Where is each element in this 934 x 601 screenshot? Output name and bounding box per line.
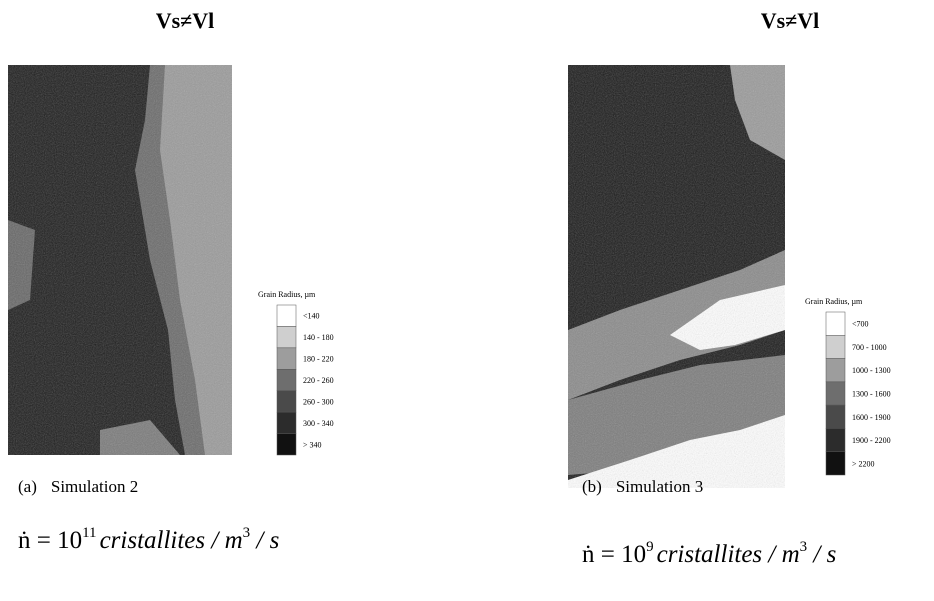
formula-lead: ṅ = 10 [18, 527, 82, 554]
caption-label: (b) [582, 477, 602, 496]
legend-swatch [825, 335, 846, 359]
legend-label: 1000 - 1300 [852, 366, 891, 375]
legend-swatch [276, 411, 297, 434]
caption: (b) Simulation 3 [582, 477, 703, 496]
caption: (a) Simulation 2 [18, 477, 138, 496]
formula: ṅ = 1011 cristallites / m3 / s [18, 525, 279, 554]
legend-label: 220 - 260 [303, 376, 334, 385]
caption-label: (a) [18, 477, 37, 496]
formula-body: cristallites / m [100, 527, 243, 554]
legend-swatch [825, 451, 846, 476]
legend-label: 260 - 300 [303, 397, 334, 406]
formula-exponent: 3 [800, 539, 808, 555]
legend-swatch [825, 358, 846, 383]
legend-label: <700 [852, 320, 869, 329]
legend-title: Grain Radius, µm [805, 297, 863, 306]
legend-label: > 2200 [852, 459, 875, 468]
legend-swatch [825, 404, 846, 429]
formula-tail: / s [807, 541, 836, 568]
formula-exponent: 11 [82, 525, 96, 541]
panel-title: Vs≠Vl [156, 8, 215, 33]
legend-swatch [276, 347, 297, 370]
legend-label: 300 - 340 [303, 419, 334, 428]
legend-swatch [276, 304, 297, 327]
legend-label: 140 - 180 [303, 333, 334, 342]
caption-text: Simulation 2 [51, 477, 138, 496]
legend-swatch [825, 311, 846, 336]
simulation-image-a [8, 65, 232, 455]
formula-tail: / s [250, 527, 279, 554]
legend-label: 180 - 220 [303, 355, 334, 364]
legend-label: 700 - 1000 [852, 343, 887, 352]
formula-exponent: 9 [646, 539, 654, 555]
panel-title: Vs≠Vl [761, 8, 820, 33]
caption-text: Simulation 3 [616, 477, 703, 496]
legend-swatch [825, 428, 846, 452]
legend-swatch [825, 381, 846, 406]
formula-lead: ṅ = 10 [582, 541, 646, 568]
legend-swatch [276, 369, 297, 391]
legend-label: <140 [303, 312, 320, 321]
legend-label: 1900 - 2200 [852, 436, 891, 445]
legend-swatch [276, 433, 297, 456]
legend-label: 1600 - 1900 [852, 413, 891, 422]
legend-label: > 340 [303, 440, 322, 449]
legend-title: Grain Radius, µm [258, 290, 316, 299]
formula: ṅ = 109 cristallites / m3 / s [582, 539, 836, 568]
legend-swatch [276, 326, 297, 349]
legend-swatch [276, 390, 297, 413]
formula-body: cristallites / m [657, 541, 800, 568]
formula-exponent: 3 [243, 525, 251, 541]
simulation-image-b [568, 65, 785, 488]
legend-label: 1300 - 1600 [852, 390, 891, 399]
